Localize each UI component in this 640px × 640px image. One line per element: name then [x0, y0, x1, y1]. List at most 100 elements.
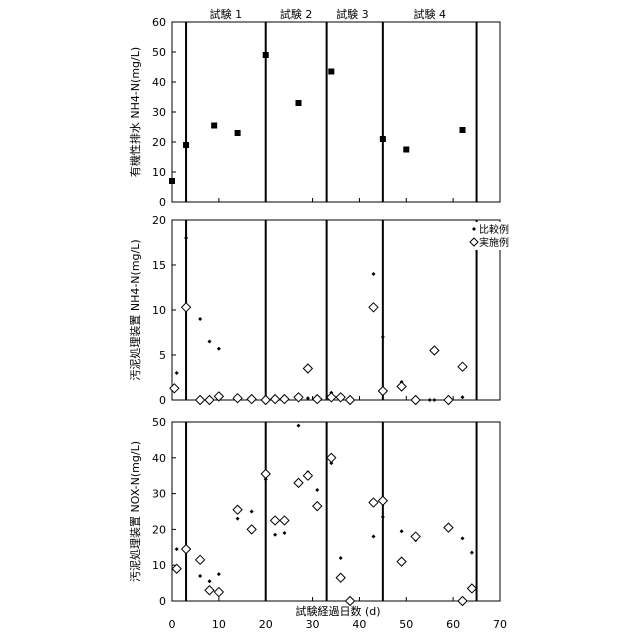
- y-axis-label: 汚泥処理装置 NOX-N(mg/L): [129, 441, 142, 582]
- data-point-example: [261, 396, 270, 405]
- data-point-example: [369, 303, 378, 312]
- data-point-comparative: [339, 556, 343, 560]
- data-point-comparative: [432, 398, 436, 402]
- plot-frame: [172, 22, 500, 202]
- y-tick-label: 0: [159, 394, 166, 407]
- chart-panel-1: [169, 22, 500, 202]
- x-tick-label: 50: [399, 618, 413, 631]
- x-tick-label: 10: [212, 618, 226, 631]
- data-point-comparative: [184, 236, 188, 240]
- data-point-square: [328, 69, 334, 75]
- data-point-square: [169, 178, 175, 184]
- trial-label: 試験 2: [280, 7, 313, 21]
- data-point-example: [280, 395, 289, 404]
- data-point-example: [346, 396, 355, 405]
- trial-label: 試験 1: [210, 7, 243, 21]
- data-point-example: [170, 384, 179, 393]
- data-point-square: [380, 136, 386, 142]
- data-point-example: [271, 516, 280, 525]
- data-point-example: [233, 505, 242, 514]
- data-point-example: [182, 545, 191, 554]
- data-point-comparative: [236, 517, 240, 521]
- data-point-example: [205, 396, 214, 405]
- legend-label: 実施例: [479, 236, 509, 249]
- y-tick-label: 5: [159, 349, 166, 362]
- y-tick-label: 60: [152, 16, 166, 29]
- data-point-example: [205, 586, 214, 595]
- chart-panel-3: [172, 422, 500, 606]
- legend-label: 比較例: [479, 223, 509, 236]
- y-tick-label: 10: [152, 304, 166, 317]
- data-point-comparative: [217, 347, 221, 351]
- data-point-comparative: [461, 395, 465, 399]
- x-tick-label: 70: [493, 618, 507, 631]
- trial-label: 試験 4: [413, 7, 446, 21]
- data-point-example: [261, 469, 270, 478]
- data-point-comparative: [207, 579, 211, 583]
- data-point-comparative: [297, 424, 301, 428]
- y-tick-label: 40: [152, 76, 166, 89]
- data-point-example: [411, 532, 420, 541]
- data-point-example: [247, 525, 256, 534]
- trial-label: 試験 3: [336, 7, 369, 21]
- data-point-example: [378, 387, 387, 396]
- data-point-square: [403, 147, 409, 153]
- data-point-square: [460, 127, 466, 133]
- data-point-comparative: [207, 340, 211, 344]
- data-point-comparative: [217, 572, 221, 576]
- data-point-example: [313, 502, 322, 511]
- data-point-comparative: [400, 529, 404, 533]
- data-point-example: [271, 395, 280, 404]
- data-point-example: [247, 395, 256, 404]
- data-point-comparative: [371, 272, 375, 276]
- y-tick-label: 15: [152, 259, 166, 272]
- y-axis-label: 有機性排水 NH4-N(mg/L): [128, 47, 142, 177]
- data-point-comparative: [282, 531, 286, 535]
- data-point-example: [444, 396, 453, 405]
- plot-frame: [172, 220, 500, 400]
- data-point-example: [327, 453, 336, 462]
- data-point-comparative: [381, 335, 385, 339]
- data-point-comparative: [381, 515, 385, 519]
- data-point-example: [233, 394, 242, 403]
- data-point-example: [303, 364, 312, 373]
- x-tick-label: 0: [169, 618, 176, 631]
- data-point-example: [182, 303, 191, 312]
- y-tick-label: 50: [152, 416, 166, 429]
- data-point-comparative: [198, 574, 202, 578]
- y-tick-label: 30: [152, 488, 166, 501]
- data-point-comparative: [175, 371, 179, 375]
- data-point-example: [336, 573, 345, 582]
- y-tick-label: 30: [152, 106, 166, 119]
- data-point-comparative: [175, 547, 179, 551]
- y-tick-label: 20: [152, 523, 166, 536]
- y-tick-label: 10: [152, 166, 166, 179]
- data-point-square: [211, 123, 217, 129]
- data-point-example: [458, 597, 467, 606]
- data-point-square: [296, 100, 302, 106]
- x-axis-label: 試験経過日数 (d): [295, 604, 380, 618]
- data-point-comparative: [273, 533, 277, 537]
- data-point-example: [378, 496, 387, 505]
- data-point-example: [214, 588, 223, 597]
- data-point-comparative: [198, 317, 202, 321]
- data-point-example: [313, 395, 322, 404]
- data-point-comparative: [315, 488, 319, 492]
- data-point-square: [183, 142, 189, 148]
- y-tick-label: 40: [152, 452, 166, 465]
- data-point-comparative: [470, 551, 474, 555]
- y-axis-label: 汚泥処理装置 NH4-N(mg/L): [129, 239, 142, 380]
- data-point-example: [303, 471, 312, 480]
- data-point-example: [467, 584, 476, 593]
- y-tick-label: 50: [152, 46, 166, 59]
- data-point-example: [411, 396, 420, 405]
- data-point-example: [196, 396, 205, 405]
- data-point-example: [430, 346, 439, 355]
- data-point-comparative: [250, 510, 254, 514]
- chart-panel-2: [170, 220, 508, 405]
- data-point-comparative: [461, 536, 465, 540]
- y-tick-label: 10: [152, 559, 166, 572]
- y-tick-label: 20: [152, 214, 166, 227]
- data-point-example: [397, 382, 406, 391]
